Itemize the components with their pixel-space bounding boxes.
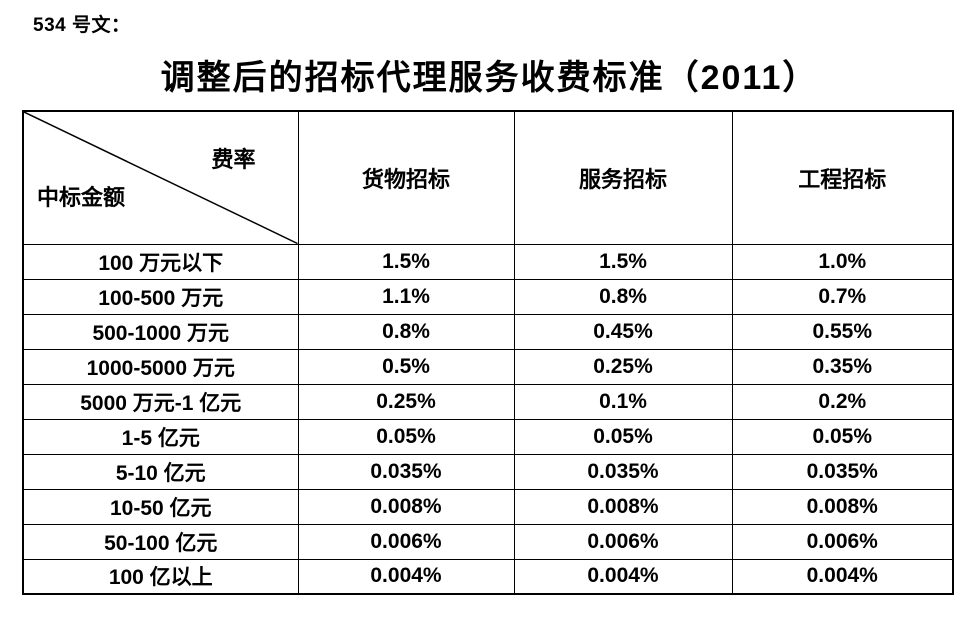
fee-cell: 0.05% [731,418,954,455]
fee-cell: 0.035% [513,453,733,490]
row-label: 100-500 万元 [22,278,299,315]
fee-cell: 0.035% [731,453,954,490]
row-label: 5-10 亿元 [22,453,299,490]
row-label: 1000-5000 万元 [22,348,299,385]
corner-label-rate: 费率 [211,147,256,172]
row-label: 100 亿以上 [22,558,299,595]
column-header-engineering-bidding: 工程招标 [731,110,954,245]
table-row: 100 亿以上 0.004% 0.004% 0.004% [22,558,954,595]
table-row: 50-100 亿元 0.006% 0.006% 0.006% [22,523,954,560]
fee-cell: 0.2% [731,383,954,420]
fee-cell: 1.0% [731,243,954,280]
fee-cell: 0.004% [513,558,733,595]
corner-header-cell: 费率 中标金额 [22,110,299,245]
fee-cell: 0.008% [297,488,515,525]
fee-cell: 1.1% [297,278,515,315]
fee-cell: 0.006% [297,523,515,560]
table-row: 500-1000 万元 0.8% 0.45% 0.55% [22,313,954,350]
table-row: 5000 万元-1 亿元 0.25% 0.1% 0.2% [22,383,954,420]
fee-table: 费率 中标金额 货物招标 服务招标 工程招标 100 万元以下 1.5% 1.5… [22,110,954,595]
fee-cell: 0.004% [297,558,515,595]
row-label: 100 万元以下 [22,243,299,280]
fee-cell: 0.7% [731,278,954,315]
fee-cell: 0.006% [513,523,733,560]
column-header-service-bidding: 服务招标 [513,110,733,245]
table-row: 100-500 万元 1.1% 0.8% 0.7% [22,278,954,315]
table-row: 1-5 亿元 0.05% 0.05% 0.05% [22,418,954,455]
diagonal-line [24,112,298,244]
fee-cell: 0.25% [297,383,515,420]
fee-cell: 0.004% [731,558,954,595]
corner-label-award-amount: 中标金额 [37,184,126,210]
table-row: 1000-5000 万元 0.5% 0.25% 0.35% [22,348,954,385]
fee-cell: 1.5% [297,243,515,280]
table-row: 10-50 亿元 0.008% 0.008% 0.008% [22,488,954,525]
fee-cell: 0.05% [513,418,733,455]
header-row: 费率 中标金额 货物招标 服务招标 工程招标 [22,110,954,245]
fee-cell: 0.25% [513,348,733,385]
fee-cell: 0.008% [731,488,954,525]
fee-cell: 0.55% [731,313,954,350]
fee-cell: 0.8% [297,313,515,350]
fee-cell: 1.5% [513,243,733,280]
row-label: 50-100 亿元 [22,523,299,560]
column-header-goods-bidding: 货物招标 [297,110,515,245]
fee-cell: 0.008% [513,488,733,525]
fee-cell: 0.8% [513,278,733,315]
fee-cell: 0.006% [731,523,954,560]
row-label: 1-5 亿元 [22,418,299,455]
fee-cell: 0.1% [513,383,733,420]
row-label: 500-1000 万元 [22,313,299,350]
fee-cell: 0.05% [297,418,515,455]
fee-cell: 0.35% [731,348,954,385]
fee-cell: 0.035% [297,453,515,490]
doc-number-label: 534 号文： [33,15,131,36]
row-label: 10-50 亿元 [22,488,299,525]
table-row: 5-10 亿元 0.035% 0.035% 0.035% [22,453,954,490]
fee-cell: 0.45% [513,313,733,350]
table-row: 100 万元以下 1.5% 1.5% 1.0% [22,243,954,280]
row-label: 5000 万元-1 亿元 [22,383,299,420]
fee-cell: 0.5% [297,348,515,385]
page-title: 调整后的招标代理服务收费标准（2011） [160,59,819,97]
